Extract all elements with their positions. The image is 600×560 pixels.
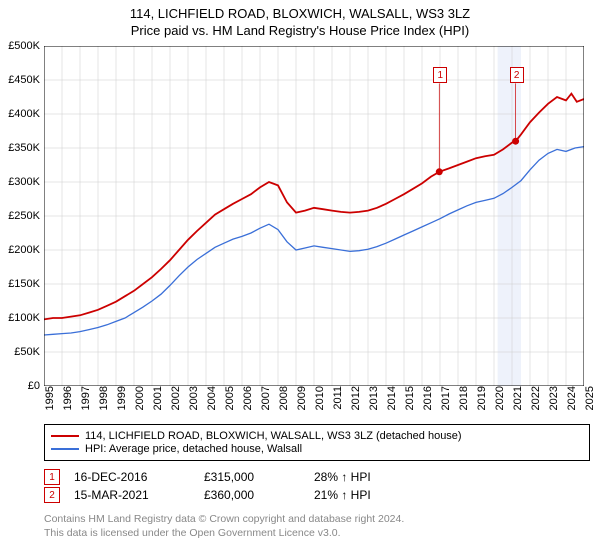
chart-subtitle: Price paid vs. HM Land Registry's House … (0, 23, 600, 38)
chart-titles: 114, LICHFIELD ROAD, BLOXWICH, WALSALL, … (0, 0, 600, 38)
y-axis-tick-label: £100K (8, 312, 40, 324)
x-axis-tick-label: 2009 (296, 386, 308, 410)
x-axis-tick-label: 2008 (278, 386, 290, 410)
chart-plot-area: £0£50K£100K£150K£200K£250K£300K£350K£400… (44, 46, 584, 386)
chart-container: 114, LICHFIELD ROAD, BLOXWICH, WALSALL, … (0, 0, 600, 560)
x-axis-tick-label: 2017 (440, 386, 452, 410)
x-axis-tick-label: 2013 (368, 386, 380, 410)
x-axis-tick-label: 2011 (332, 386, 344, 410)
y-axis-tick-label: £300K (8, 176, 40, 188)
y-axis-tick-label: £400K (8, 108, 40, 120)
y-axis-tick-label: £250K (8, 210, 40, 222)
sale-marker-box: 2 (510, 67, 524, 83)
x-axis-tick-label: 2023 (548, 386, 560, 410)
x-axis-tick-label: 2020 (494, 386, 506, 410)
chart-legend: 114, LICHFIELD ROAD, BLOXWICH, WALSALL, … (44, 424, 590, 461)
sales-table-row: 2 15-MAR-2021£360,00021% ↑ HPI (44, 487, 590, 503)
x-axis-tick-label: 2000 (134, 386, 146, 410)
x-axis-tick-label: 2005 (224, 386, 236, 410)
x-axis-tick-label: 2010 (314, 386, 326, 410)
legend-item: HPI: Average price, detached house, Wals… (51, 443, 583, 455)
x-axis-tick-label: 2004 (206, 386, 218, 410)
legend-swatch (51, 448, 79, 450)
y-axis-tick-label: £200K (8, 244, 40, 256)
x-axis-tick-label: 2024 (566, 386, 578, 410)
x-axis-tick-label: 2014 (386, 386, 398, 410)
x-axis-tick-label: 2019 (476, 386, 488, 410)
sale-date: 15-MAR-2021 (74, 488, 204, 502)
legend-item: 114, LICHFIELD ROAD, BLOXWICH, WALSALL, … (51, 430, 583, 442)
sales-table: 1 16-DEC-2016£315,00028% ↑ HPI 2 15-MAR-202… (44, 469, 590, 503)
x-axis-tick-label: 2015 (404, 386, 416, 410)
x-axis-tick-label: 2022 (530, 386, 542, 410)
sale-marker-box: 1 (433, 67, 447, 83)
chart-title: 114, LICHFIELD ROAD, BLOXWICH, WALSALL, … (0, 6, 600, 21)
x-axis-tick-label: 1996 (62, 386, 74, 410)
sale-id-box: 1 (44, 469, 60, 485)
x-axis-tick-label: 2007 (260, 386, 272, 410)
footer-line-2: This data is licensed under the Open Gov… (44, 527, 590, 541)
legend-label: 114, LICHFIELD ROAD, BLOXWICH, WALSALL, … (85, 430, 462, 442)
y-axis-tick-label: £0 (28, 380, 40, 392)
y-axis-tick-label: £500K (8, 40, 40, 52)
sale-id-box: 2 (44, 487, 60, 503)
x-axis-tick-label: 1999 (116, 386, 128, 410)
y-axis-tick-label: £50K (14, 346, 40, 358)
y-axis-tick-label: £350K (8, 142, 40, 154)
sale-delta: 28% ↑ HPI (314, 470, 434, 484)
x-axis-tick-label: 2002 (170, 386, 182, 410)
legend-label: HPI: Average price, detached house, Wals… (85, 443, 302, 455)
sale-price: £315,000 (204, 470, 314, 484)
x-axis-tick-label: 1998 (98, 386, 110, 410)
chart-footer: Contains HM Land Registry data © Crown c… (44, 513, 590, 540)
y-axis-tick-label: £450K (8, 74, 40, 86)
sale-price: £360,000 (204, 488, 314, 502)
x-axis-tick-label: 2021 (512, 386, 524, 410)
x-axis-tick-label: 2016 (422, 386, 434, 410)
sale-date: 16-DEC-2016 (74, 470, 204, 484)
footer-line-1: Contains HM Land Registry data © Crown c… (44, 513, 590, 527)
x-axis-tick-label: 1997 (80, 386, 92, 410)
x-axis-tick-label: 2006 (242, 386, 254, 410)
legend-swatch (51, 435, 79, 437)
x-axis-tick-label: 2003 (188, 386, 200, 410)
y-axis-tick-label: £150K (8, 278, 40, 290)
x-axis-tick-label: 2012 (350, 386, 362, 410)
x-axis-tick-label: 2025 (584, 386, 596, 410)
x-axis-tick-label: 1995 (44, 386, 56, 410)
sales-table-row: 1 16-DEC-2016£315,00028% ↑ HPI (44, 469, 590, 485)
x-axis-tick-label: 2001 (152, 386, 164, 410)
x-axis-tick-label: 2018 (458, 386, 470, 410)
sale-delta: 21% ↑ HPI (314, 488, 434, 502)
